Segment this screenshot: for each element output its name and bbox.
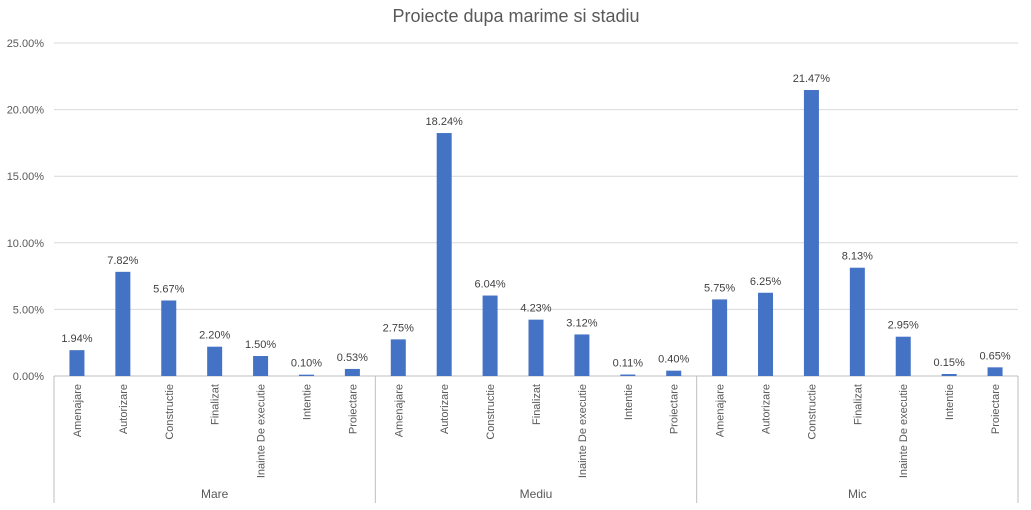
category-label: Finalizat (210, 384, 222, 425)
y-tick-label: 10.00% (7, 238, 45, 250)
y-tick-label: 5.00% (13, 304, 44, 316)
category-label: Inainte De executie (577, 384, 589, 478)
data-label: 21.47% (793, 73, 831, 85)
bar (712, 299, 728, 376)
bar (253, 356, 269, 376)
category-labels: Amenajare Autorizare Constructie Finalizat I… (72, 384, 1002, 478)
bar (620, 374, 636, 376)
bar (895, 336, 911, 376)
data-labels: 1.94% 7.82% 5.67% 2.20% 1.50% 0.10% 0.53% 2.75%… (61, 73, 1011, 370)
category-label: Intentie (301, 384, 313, 420)
bar (574, 334, 590, 376)
data-label: 2.75% (383, 322, 414, 334)
bars (69, 90, 1003, 377)
bar (849, 267, 865, 376)
y-tick-label: 25.00% (7, 38, 45, 50)
bar (161, 300, 177, 376)
category-label: Constructie (164, 384, 176, 440)
group-label: Mare (201, 487, 229, 501)
category-label: Autorizare (118, 384, 130, 434)
y-tick-label: 0.00% (13, 371, 44, 383)
category-label: Finalizat (852, 384, 864, 425)
bar (115, 271, 131, 376)
data-label: 8.13% (842, 251, 873, 263)
data-label: 18.24% (426, 116, 464, 128)
category-label: Autorizare (761, 384, 773, 434)
category-label: Intentie (623, 384, 635, 420)
category-label: Proiectare (990, 384, 1002, 434)
data-label: 4.23% (520, 303, 551, 315)
group-label: Mic (848, 487, 867, 501)
bar (69, 350, 85, 376)
bar (207, 346, 223, 376)
bar (666, 370, 682, 376)
data-label: 0.15% (934, 357, 965, 369)
category-label: Proiectare (669, 384, 681, 434)
bar (758, 292, 774, 376)
bar (344, 368, 360, 376)
category-label: Proiectare (347, 384, 359, 434)
data-label: 5.67% (153, 283, 184, 295)
category-label: Finalizat (531, 384, 543, 425)
category-label: Intentie (944, 384, 956, 420)
data-label: 3.12% (566, 317, 597, 329)
bar (390, 339, 406, 376)
data-label: 0.53% (337, 352, 368, 364)
category-label: Amenajare (715, 384, 727, 437)
data-label: 0.10% (291, 358, 322, 370)
data-label: 5.75% (704, 282, 735, 294)
category-label: Inainte De executie (898, 384, 910, 478)
category-label: Autorizare (439, 384, 451, 434)
data-label: 2.20% (199, 330, 230, 342)
bar (987, 367, 1003, 376)
chart-title: Proiecte dupa marime si stadiu (392, 6, 639, 26)
bar (482, 295, 498, 376)
bar (803, 90, 819, 377)
data-label: 1.94% (61, 333, 92, 345)
data-label: 0.40% (658, 354, 689, 366)
group-labels: Mare Mediu Mic (53, 376, 1019, 503)
data-label: 0.65% (979, 350, 1010, 362)
bar (436, 133, 452, 376)
category-label: Amenajare (393, 384, 405, 437)
data-label: 6.04% (474, 279, 505, 291)
data-label: 7.82% (107, 255, 138, 267)
bar (528, 319, 544, 376)
y-tick-label: 20.00% (7, 105, 45, 117)
category-label: Constructie (485, 384, 497, 440)
category-label: Constructie (806, 384, 818, 440)
bar (941, 374, 957, 376)
y-tick-label: 15.00% (7, 171, 45, 183)
data-label: 0.11% (613, 358, 644, 370)
category-label: Amenajare (72, 384, 84, 437)
data-label: 2.95% (888, 320, 919, 332)
data-label: 6.25% (750, 276, 781, 288)
category-label: Inainte De executie (256, 384, 268, 478)
bar (298, 374, 314, 376)
group-label: Mediu (520, 487, 553, 501)
y-axis-tick-labels: 0.00% 5.00% 10.00% 15.00% 20.00% 25.00% (7, 38, 45, 383)
data-label: 1.50% (245, 339, 276, 351)
